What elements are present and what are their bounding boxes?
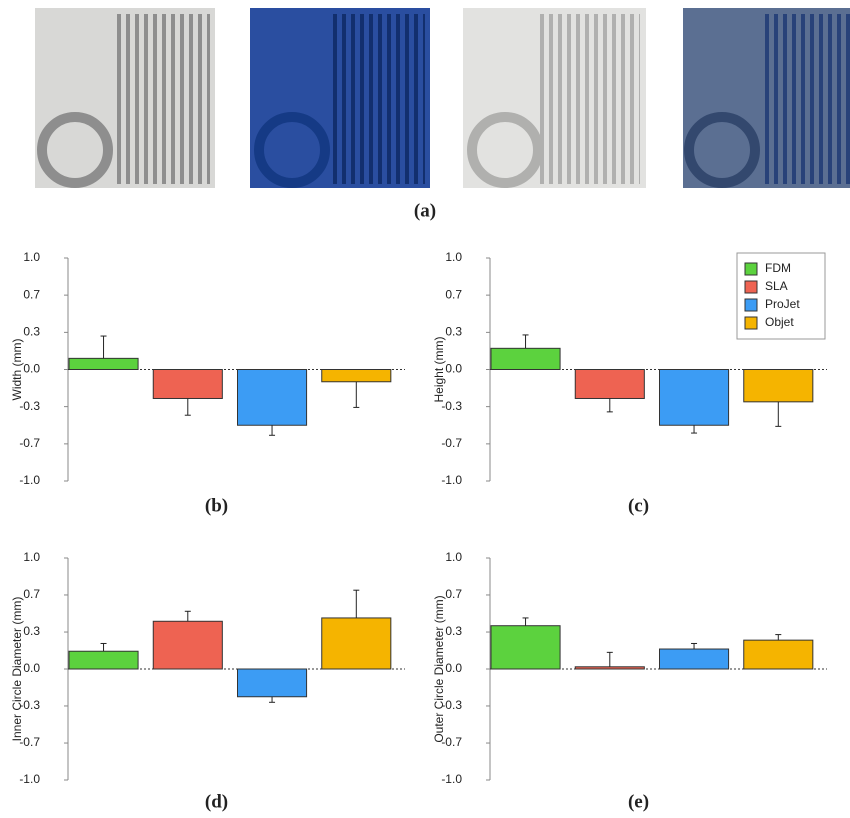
legend-label: ProJet	[765, 297, 800, 311]
bar	[238, 370, 307, 426]
legend-swatch	[745, 299, 757, 311]
error-bar	[775, 635, 781, 641]
y-tick-label: 1.0	[23, 550, 40, 564]
bar	[744, 640, 813, 669]
error-bar	[185, 398, 191, 415]
y-axis-label: Inner Circle Diameter (mm)	[10, 597, 24, 742]
y-tick-label: -1.0	[441, 473, 462, 487]
bar	[69, 358, 138, 369]
error-bar	[607, 398, 613, 411]
bar	[575, 370, 644, 399]
panel-caption: (e)	[628, 791, 649, 812]
bar	[153, 621, 222, 669]
y-tick-label: -1.0	[19, 473, 40, 487]
panel-caption: (b)	[205, 495, 228, 516]
error-bar	[691, 425, 697, 433]
y-tick-label: 0.7	[445, 287, 462, 301]
error-bar	[101, 643, 107, 651]
y-tick-label: 1.0	[445, 250, 462, 264]
y-tick-label: 0.3	[23, 325, 40, 339]
y-tick-label: 0.3	[445, 624, 462, 638]
bar	[660, 649, 729, 669]
y-tick-label: 0.0	[23, 661, 40, 675]
y-tick-label: -1.0	[19, 772, 40, 786]
y-tick-label: 0.3	[445, 325, 462, 339]
bar	[660, 370, 729, 426]
y-tick-label: 0.7	[445, 587, 462, 601]
error-bar	[523, 618, 529, 626]
bar	[575, 667, 644, 669]
y-tick-label: 1.0	[445, 550, 462, 564]
legend-label: FDM	[765, 261, 791, 275]
panel-caption: (c)	[628, 495, 649, 516]
error-bar	[269, 697, 275, 703]
legend-swatch	[745, 317, 757, 329]
y-axis-label: Width (mm)	[10, 339, 24, 401]
y-tick-label: 0.7	[23, 587, 40, 601]
photo-sla	[250, 8, 430, 188]
legend-label: Objet	[765, 315, 794, 329]
bar	[153, 370, 222, 399]
figure: (a) 1.00.70.30.0-0.3-0.7-1.0Width (mm)(b…	[0, 0, 850, 818]
error-bar	[691, 643, 697, 649]
y-tick-label: 0.7	[23, 287, 40, 301]
legend-swatch	[745, 263, 757, 275]
error-bar	[269, 425, 275, 435]
bar	[322, 370, 391, 382]
photo-projet	[463, 8, 646, 188]
legend: FDM SLA ProJet Objet	[737, 253, 825, 339]
bar	[69, 651, 138, 669]
bar	[322, 618, 391, 669]
y-tick-label: -1.0	[441, 772, 462, 786]
y-tick-label: 0.3	[23, 624, 40, 638]
panel-caption: (a)	[414, 200, 436, 221]
y-tick-label: 1.0	[23, 250, 40, 264]
error-bar	[523, 335, 529, 348]
error-bar	[353, 382, 359, 408]
legend-swatch	[745, 281, 757, 293]
y-tick-label: -0.7	[19, 436, 40, 450]
bar	[491, 626, 560, 669]
y-tick-label: -0.7	[441, 436, 462, 450]
photos: (a)	[35, 8, 850, 221]
error-bar	[607, 652, 613, 666]
y-tick-label: 0.0	[445, 362, 462, 376]
y-axis-label: Outer Circle Diameter (mm)	[432, 595, 446, 742]
bar	[238, 669, 307, 697]
y-tick-label: 0.0	[445, 661, 462, 675]
error-bar	[101, 336, 107, 358]
error-bar	[353, 590, 359, 618]
bar	[744, 370, 813, 402]
bar	[491, 348, 560, 369]
photo-fdm	[35, 8, 215, 188]
panel-caption: (d)	[205, 791, 228, 812]
legend-label: SLA	[765, 279, 788, 293]
error-bar	[775, 402, 781, 427]
page: (a) 1.00.70.30.0-0.3-0.7-1.0Width (mm)(b…	[0, 0, 850, 818]
y-tick-label: 0.0	[23, 362, 40, 376]
error-bar	[185, 611, 191, 621]
photo-objet	[683, 8, 850, 188]
y-axis-label: Height (mm)	[432, 336, 446, 402]
